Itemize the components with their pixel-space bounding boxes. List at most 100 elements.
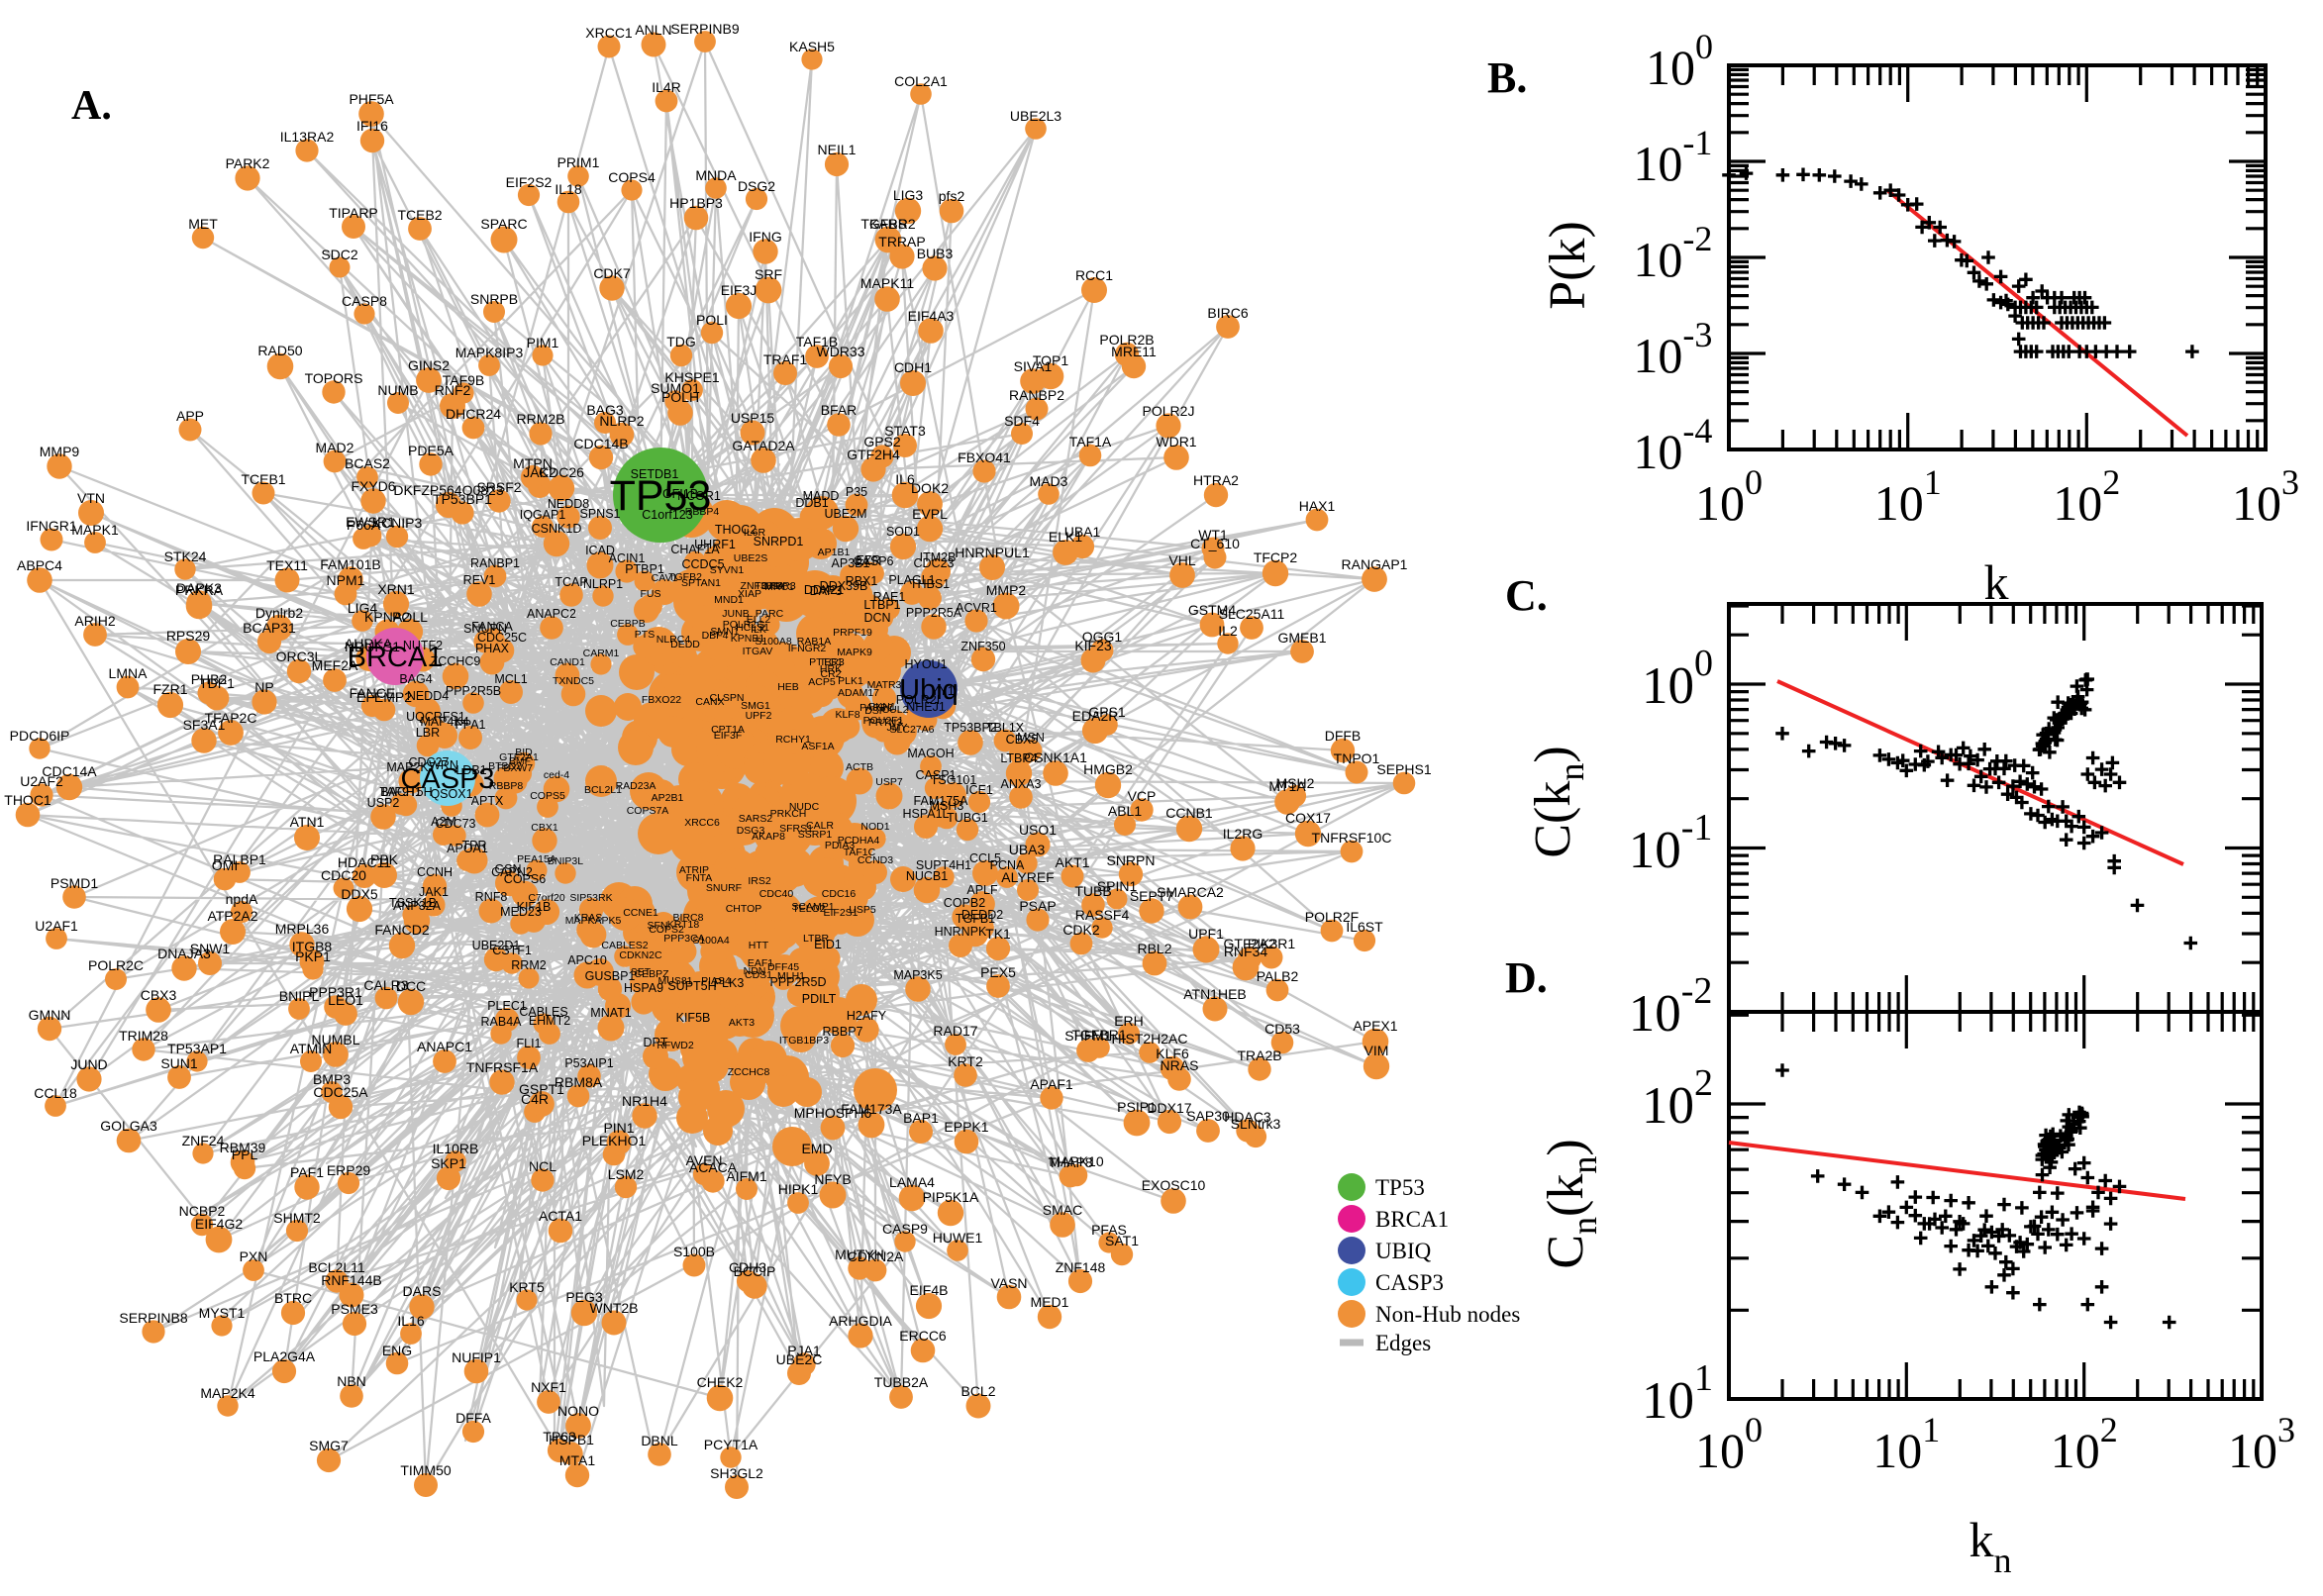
svg-text:COPS4: COPS4 xyxy=(608,169,656,185)
svg-text:TXNDC5: TXNDC5 xyxy=(553,675,594,687)
svg-text:POLR2I: POLR2I xyxy=(896,693,940,707)
svg-text:MAP2K4: MAP2K4 xyxy=(200,1385,254,1401)
svg-text:DFFB: DFFB xyxy=(1325,728,1362,744)
svg-text:AP2B1: AP2B1 xyxy=(652,792,684,804)
svg-text:GSPT1: GSPT1 xyxy=(519,1081,564,1097)
svg-text:HRK: HRK xyxy=(820,663,842,675)
svg-text:POU2F1: POU2F1 xyxy=(863,715,904,727)
svg-text:MT1A: MT1A xyxy=(1268,778,1306,794)
svg-text:FANCD2: FANCD2 xyxy=(374,922,429,938)
svg-text:CDC27: CDC27 xyxy=(409,755,450,769)
svg-text:10: 10 xyxy=(2053,475,2102,531)
svg-text:SLC27A6: SLC27A6 xyxy=(890,724,935,736)
svg-text:RBBP8: RBBP8 xyxy=(489,780,524,792)
svg-text:ADAM17: ADAM17 xyxy=(838,687,879,699)
svg-text:RRM2B: RRM2B xyxy=(516,411,564,427)
svg-text:CANX: CANX xyxy=(695,696,724,708)
svg-text:HSPA9: HSPA9 xyxy=(624,981,663,995)
svg-text:MCL1: MCL1 xyxy=(494,672,527,686)
svg-text:TP63: TP63 xyxy=(543,1429,576,1445)
svg-text:IL10RB: IL10RB xyxy=(433,1141,479,1156)
svg-text:SUN1: SUN1 xyxy=(160,1055,198,1071)
svg-text:PDCD6IP: PDCD6IP xyxy=(10,728,70,744)
svg-text:NHEJ1: NHEJ1 xyxy=(906,700,946,714)
svg-text:ATRIP: ATRIP xyxy=(679,864,709,876)
svg-text:NCBP2: NCBP2 xyxy=(179,1203,226,1219)
svg-text:MYST1: MYST1 xyxy=(199,1305,246,1321)
svg-text:BTBD2: BTBD2 xyxy=(488,760,522,772)
svg-text:AKT1: AKT1 xyxy=(1055,854,1089,870)
svg-text:IL6ST: IL6ST xyxy=(1346,919,1383,935)
svg-text:KIF23: KIF23 xyxy=(1074,638,1112,653)
svg-text:EIF2S2: EIF2S2 xyxy=(506,174,553,190)
svg-text:2: 2 xyxy=(2102,462,2120,502)
svg-text:MNDA: MNDA xyxy=(695,167,737,183)
svg-text:PAF1: PAF1 xyxy=(290,1164,324,1180)
svg-text:AVEN: AVEN xyxy=(685,1152,722,1168)
svg-text:3: 3 xyxy=(2281,462,2299,502)
svg-text:NPM1: NPM1 xyxy=(327,572,365,588)
svg-text:JAK2: JAK2 xyxy=(523,464,556,480)
svg-text:CDKN2A: CDKN2A xyxy=(848,1248,904,1264)
svg-text:k: k xyxy=(1984,554,2009,610)
svg-text:CAV1: CAV1 xyxy=(652,572,678,584)
svg-text:CCDC5: CCDC5 xyxy=(681,557,724,571)
svg-text:PJA1: PJA1 xyxy=(787,1343,821,1358)
svg-text:TSG101: TSG101 xyxy=(931,773,977,787)
svg-text:VASN: VASN xyxy=(990,1275,1027,1291)
svg-text:TIPARP: TIPARP xyxy=(329,205,378,221)
svg-text:IL2: IL2 xyxy=(1218,623,1238,639)
svg-text:P35: P35 xyxy=(846,485,867,499)
svg-text:RBL2: RBL2 xyxy=(1137,941,1171,956)
svg-text:PARC: PARC xyxy=(756,608,784,620)
svg-text:RBX1: RBX1 xyxy=(846,574,878,588)
svg-text:TDP1: TDP1 xyxy=(199,675,235,691)
svg-text:NRAS: NRAS xyxy=(1161,1057,1199,1073)
svg-text:CASP9: CASP9 xyxy=(882,1221,928,1237)
svg-text:NDN: NDN xyxy=(744,965,766,977)
svg-text:COPS6: COPS6 xyxy=(504,872,546,886)
svg-text:LSM2: LSM2 xyxy=(608,1166,645,1182)
svg-text:FAM101B: FAM101B xyxy=(320,556,380,572)
svg-text:IL6R: IL6R xyxy=(744,527,766,539)
svg-text:ced-4: ced-4 xyxy=(544,769,569,781)
svg-text:SDC2: SDC2 xyxy=(321,247,358,262)
svg-text:COPS5: COPS5 xyxy=(530,790,565,802)
svg-text:EID1: EID1 xyxy=(814,938,842,951)
svg-text:PPA1: PPA1 xyxy=(454,718,485,732)
svg-text:SAT1: SAT1 xyxy=(1105,1233,1139,1248)
svg-text:RNF34: RNF34 xyxy=(1224,944,1268,959)
svg-text:DCC: DCC xyxy=(396,978,426,994)
svg-text:ITM2B: ITM2B xyxy=(920,550,957,564)
svg-text:SIP53RK: SIP53RK xyxy=(569,892,612,904)
svg-text:IFNGR2: IFNGR2 xyxy=(788,643,827,654)
svg-text:LAMA4: LAMA4 xyxy=(889,1174,935,1190)
svg-text:RAD23A: RAD23A xyxy=(616,780,656,792)
svg-text:GTF2A1: GTF2A1 xyxy=(499,751,539,763)
svg-text:DDX39B: DDX39B xyxy=(820,579,868,593)
svg-text:GINS2: GINS2 xyxy=(408,357,450,373)
svg-text:CDC16: CDC16 xyxy=(822,888,857,900)
svg-text:FAM175A: FAM175A xyxy=(914,794,969,808)
svg-text:WT1: WT1 xyxy=(1198,527,1228,543)
svg-text:GTF2A2: GTF2A2 xyxy=(1224,936,1276,951)
svg-text:CCNB1: CCNB1 xyxy=(1165,805,1213,821)
svg-text:RNF8: RNF8 xyxy=(475,890,508,904)
svg-text:NBN: NBN xyxy=(337,1373,366,1389)
svg-text:PHB2: PHB2 xyxy=(191,671,228,687)
svg-text:GSTM4: GSTM4 xyxy=(1188,602,1236,618)
svg-text:ANLN: ANLN xyxy=(635,22,671,38)
svg-text:TUBB2A: TUBB2A xyxy=(874,1374,929,1390)
svg-text:EWSR1: EWSR1 xyxy=(346,514,395,530)
svg-text:NLRP2: NLRP2 xyxy=(599,413,644,429)
svg-text:SFRS1: SFRS1 xyxy=(779,823,813,835)
svg-text:SYVN1: SYVN1 xyxy=(710,564,745,576)
svg-text:LDB1: LDB1 xyxy=(455,763,486,777)
svg-text:MUS81: MUS81 xyxy=(657,975,692,987)
svg-text:MSH3: MSH3 xyxy=(930,799,964,813)
svg-text:NXF1: NXF1 xyxy=(531,1379,566,1395)
svg-text:CDC23: CDC23 xyxy=(914,556,955,570)
svg-text:TBL1X: TBL1X xyxy=(986,721,1025,735)
svg-text:AURKA: AURKA xyxy=(345,636,393,651)
svg-text:PPL: PPL xyxy=(232,1147,258,1162)
